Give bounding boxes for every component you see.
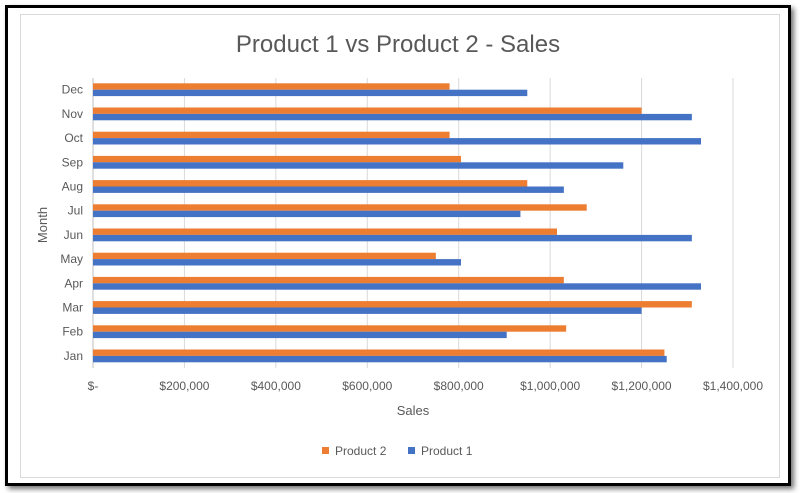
y-tick-label: Mar: [62, 301, 83, 315]
x-tick-label: $1,200,000: [612, 379, 672, 393]
gridlines: [92, 78, 734, 368]
bar-product-2: [93, 155, 461, 163]
bar-product-2: [93, 107, 642, 114]
x-axis-label: Sales: [397, 403, 430, 418]
legend-label: Product 2: [335, 444, 387, 458]
y-tick-label: Aug: [62, 180, 83, 194]
bar-product-1: [93, 283, 701, 290]
y-tick-label: Feb: [62, 325, 83, 339]
x-tick-label: $1,400,000: [703, 379, 763, 393]
bar-product-2: [93, 301, 692, 308]
bar-product-1: [93, 89, 528, 97]
y-tick-label: Dec: [62, 83, 83, 97]
y-tick-label: Jul: [68, 204, 83, 218]
x-tick-label: $800,000: [434, 379, 484, 393]
bar-product-1: [93, 259, 461, 266]
bar-product-2: [93, 276, 564, 284]
y-tick-label: May: [60, 252, 83, 266]
y-tick-label: Nov: [62, 107, 83, 121]
y-tick-label: Jan: [64, 349, 83, 363]
bar-product-1: [93, 210, 521, 218]
bar-product-2: [93, 131, 450, 139]
bar-product-2: [93, 204, 587, 211]
bar-product-1: [93, 138, 701, 145]
x-tick-labels: $- $200,000 $400,000 $600,000 $800,000 $1,000…: [88, 379, 764, 393]
x-tick-label: $200,000: [159, 379, 209, 393]
bar-product-2: [93, 325, 567, 332]
bar-product-1: [93, 113, 692, 121]
chart-title: Product 1 vs Product 2 - Sales: [236, 31, 560, 58]
bars: [93, 83, 701, 363]
y-tick-label: Jun: [64, 228, 83, 242]
bar-product-1: [93, 234, 692, 242]
bar-product-1: [93, 355, 667, 363]
bar-product-2: [93, 349, 665, 356]
legend: Product 2 Product 1: [322, 444, 473, 458]
bar-product-1: [93, 307, 642, 314]
bar-product-1: [93, 162, 624, 169]
bar-product-2: [93, 252, 436, 260]
x-tick-label: $1,000,000: [520, 379, 580, 393]
x-tick-label: $400,000: [251, 379, 301, 393]
x-tick-label: $-: [88, 379, 99, 393]
y-tick-label: Apr: [64, 276, 83, 290]
x-tick-label: $600,000: [342, 379, 392, 393]
bar-product-1: [93, 331, 507, 339]
bar-product-2: [93, 180, 528, 187]
bar-product-2: [93, 83, 450, 90]
y-tick-labels: Jan Feb Mar Apr May Jun Jul Aug Sep Oct Nov Dec: [60, 83, 83, 363]
chart-area-border: [20, 14, 780, 478]
y-tick-label: Sep: [62, 155, 84, 169]
bar-product-1: [93, 186, 564, 193]
legend-label: Product 1: [421, 444, 473, 458]
bar-product-2: [93, 228, 557, 235]
legend-swatch: [408, 447, 415, 454]
legend-swatch: [322, 447, 329, 454]
y-tick-label: Oct: [64, 131, 83, 145]
y-axis-label: Month: [35, 207, 50, 243]
